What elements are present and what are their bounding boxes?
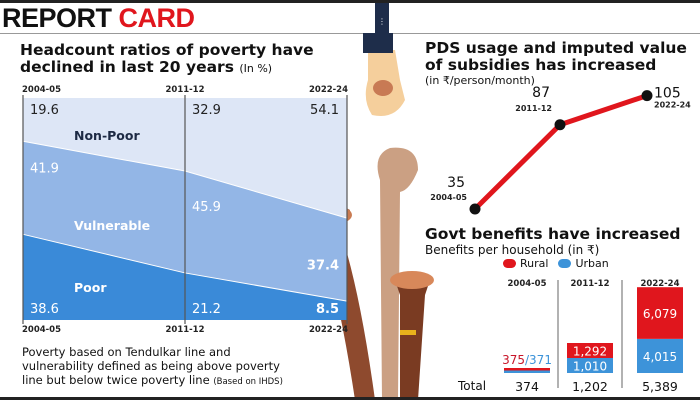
rural-value: 6,079 [643,307,677,321]
note-text: Poverty based on Tendulkar line and vulne… [22,345,280,387]
data-point [641,90,653,102]
bangle [400,330,416,335]
data-point [469,203,481,215]
rural-value: 375 [502,353,525,367]
year-label-bottom: 2004-05 [22,325,61,335]
pds-line [473,93,648,211]
legend-urban: Urban [558,257,609,270]
urban-swatch [558,259,572,268]
rural-bar [504,368,550,371]
year-label-bottom: 2011-12 [165,325,204,335]
bowl-icon [390,271,434,289]
top-border [0,0,700,3]
title-card: CARD [118,3,196,33]
divider [0,33,700,34]
chart-note: Poverty based on Tendulkar line and vulne… [22,345,283,389]
legend: Rural Urban [503,257,609,270]
pds-chart-title: PDS usage and imputed value of subsidies… [425,39,687,74]
year-label-bottom: 2022-24 [309,325,348,335]
value-label: 35 [447,175,465,191]
sleeve [363,33,393,53]
urban-value: 1,010 [573,360,607,374]
poverty-chart-title: Headcount ratios of poverty have decline… [20,42,355,77]
bottom-border [0,397,700,400]
year-label: 2011-12 [570,279,609,289]
benefits-subtitle: Benefits per household (in ₹) [425,243,600,257]
poor-value: 8.5 [316,302,339,317]
rural-swatch [503,259,516,268]
benefits-title-block: Govt benefits have increased Benefits pe… [425,225,697,271]
year-label-top: 2011-12 [165,85,204,95]
poor-value: 38.6 [30,302,59,317]
title-report: REPORT [2,3,112,33]
vertical-dots-icon[interactable]: ⋮ [375,3,389,36]
vulnerable-value: 45.9 [192,200,221,215]
legend-rural: Rural [503,257,548,270]
urban-bar [504,370,550,373]
non-poor-value: 54.1 [310,103,339,118]
vulnerable-value: 37.4 [307,259,339,274]
year-label: 2022-24 [640,279,679,289]
non-poor-value: 19.6 [30,103,59,118]
pds-title-block: PDS usage and imputed value of subsidies… [425,39,697,88]
page-title: REPORT CARD [2,3,195,34]
vulnerable-value: 41.9 [30,161,59,176]
year-label: 2004-05 [430,193,467,202]
series-label-non-poor: Non-Poor [74,128,140,143]
data-point [554,119,566,131]
urban-value: /371 [525,353,552,367]
year-label: 2011-12 [515,104,552,113]
rural-bar [637,287,683,339]
value-label: 105 [654,86,681,102]
rural-value: 1,292 [573,345,607,359]
source-label: (Based on IHDS) [213,377,283,387]
pds-unit-label: (in ₹/person/month) [425,74,535,87]
unit-label: (In %) [239,62,273,75]
total-value: 1,202 [572,379,608,394]
legend-rural-label: Rural [520,257,549,270]
total-label: Total [458,379,487,393]
coin-icon [373,80,393,96]
benefits-chart-title: Govt benefits have increased [425,225,681,243]
urban-bar [637,338,683,373]
total-value: 374 [515,379,539,394]
arm-bowl-right [395,274,430,400]
rural-bar [567,343,613,358]
urban-bar [567,358,613,373]
non-poor-value: 32.9 [192,103,221,118]
series-label-poor: Poor [74,280,107,295]
total-value: 5,389 [642,379,678,394]
year-label-top: 2022-24 [309,85,348,95]
year-label: 2022-24 [654,101,691,110]
legend-urban-label: Urban [575,257,609,270]
series-label-vulnerable: Vulnerable [74,218,150,233]
poverty-area-chart: 2004-05 2004-05 19.6 41.9 38.6 2011-12 2011-12… [22,85,348,335]
year-label-top: 2004-05 [22,85,61,95]
year-label: 2004-05 [507,279,546,289]
urban-value: 4,015 [643,350,677,364]
poverty-title-text: Headcount ratios of poverty have decline… [20,41,314,76]
poor-value: 21.2 [192,302,221,317]
value-label: 87 [532,85,550,101]
